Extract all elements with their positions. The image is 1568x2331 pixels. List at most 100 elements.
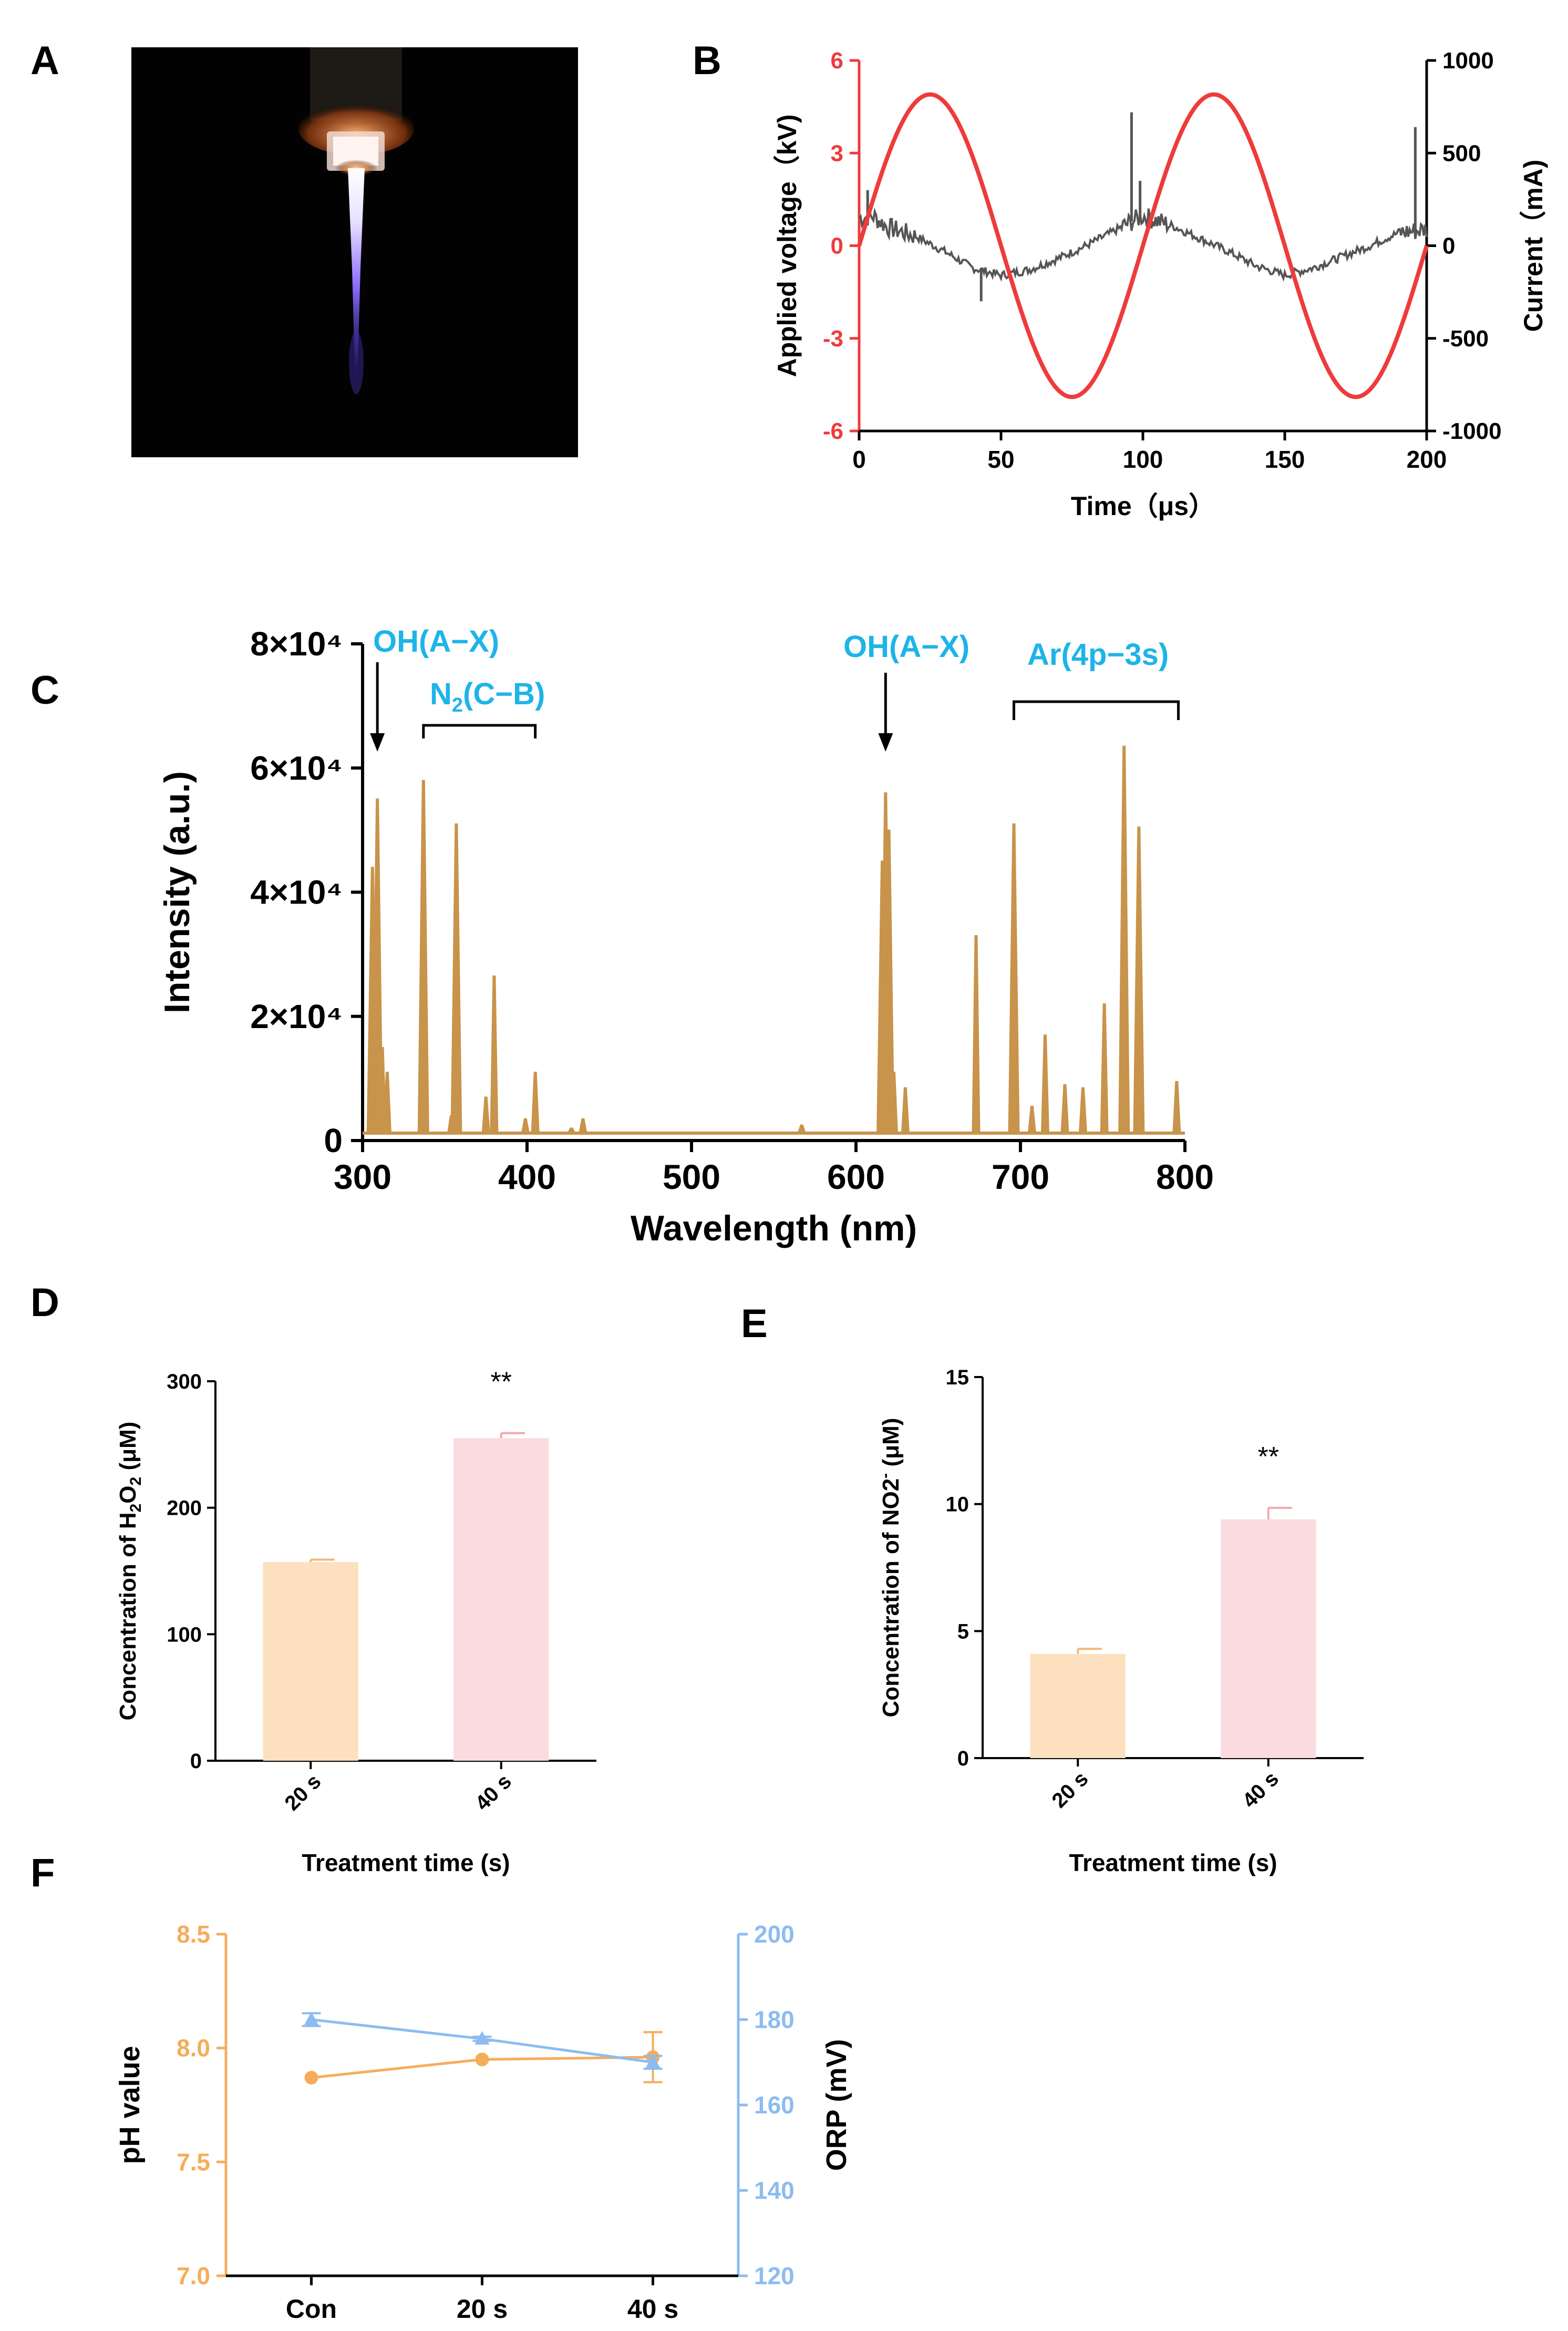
y-axis-label-left: Applied voltage（kV): [772, 114, 802, 377]
spectrum-peak: [531, 1072, 540, 1134]
bar: [1221, 1519, 1316, 1758]
y-tick-label-left: 7.5: [177, 2148, 210, 2175]
bracket-ar: [1012, 700, 1180, 720]
panel-letter-e: E: [741, 1301, 768, 1346]
ph-point: [475, 2052, 489, 2067]
annotation-ar: Ar(4p−3s): [1027, 638, 1169, 672]
spectrum-peak: [383, 1072, 391, 1134]
y-tick-label-left: 6: [831, 48, 843, 74]
x-axis-label: Treatment time (s): [302, 1849, 510, 1876]
plasma-jet-illustration: [131, 47, 578, 457]
panel-letter-c: C: [30, 668, 59, 713]
x-tick-label: 40 s: [471, 1770, 516, 1815]
y-tick-label-right: 180: [754, 2006, 795, 2034]
y-tick-label: 0: [324, 1122, 343, 1159]
y-tick-label-right: 200: [754, 1921, 795, 1948]
spectrum-peak: [450, 823, 462, 1134]
ph-series-line: [311, 2056, 653, 2079]
y-tick-label: 6×10⁴: [250, 749, 343, 787]
orp-point: [304, 2011, 319, 2026]
y-tick-label-left: 8.0: [177, 2035, 210, 2062]
spectrum-peak: [417, 779, 429, 1134]
bar: [263, 1562, 358, 1761]
y-tick-label-left: -3: [823, 326, 843, 352]
orp-point: [645, 2054, 661, 2068]
y-tick-label-right: -1000: [1442, 418, 1502, 444]
spectrum-peak: [1078, 1087, 1087, 1134]
y-axis-label-right: Current（mA): [1519, 160, 1548, 332]
plasma-jet-photo: [131, 47, 578, 457]
y-tick-label-right: 500: [1442, 140, 1481, 166]
y-tick-label-left: 7.0: [177, 2262, 210, 2289]
x-tick-label: 20 s: [280, 1770, 325, 1815]
y-tick-label: 0: [957, 1747, 969, 1770]
spectrum-peak: [366, 867, 378, 1134]
y-tick-label: 4×10⁴: [250, 874, 343, 911]
spectrum-peak: [1008, 823, 1020, 1134]
y-tick-label: 15: [946, 1366, 969, 1389]
y-tick-label-right: -500: [1442, 326, 1489, 352]
spectrum-peak: [579, 1118, 587, 1134]
arrowhead-oh-2: [878, 733, 893, 752]
y-tick-label-right: 120: [754, 2262, 795, 2289]
y-tick-label: 5: [957, 1620, 969, 1643]
orp-series-line: [311, 2018, 653, 2064]
y-tick-label-left: 0: [831, 233, 843, 259]
spectrum-peak: [797, 1124, 807, 1134]
y-axis-label-left: pH value: [114, 2046, 146, 2164]
y-tick-label: 100: [167, 1623, 202, 1646]
spectrum-peak: [1100, 1003, 1109, 1134]
panel-letter-a: A: [30, 38, 59, 83]
x-axis-label: Time（μs）: [1071, 491, 1215, 521]
x-tick-label: Con: [286, 2294, 337, 2324]
significance-label: **: [491, 1367, 512, 1398]
spectrum-peak: [889, 1072, 899, 1134]
spectrum-peak: [1118, 745, 1130, 1134]
annotation-oh-1: OH(A−X): [373, 624, 499, 659]
y-axis-label-right: ORP (mV): [821, 2039, 852, 2171]
x-tick-label: 20 s: [1047, 1767, 1092, 1812]
x-tick-label: 400: [498, 1157, 556, 1196]
spectrum-peak: [378, 1046, 387, 1134]
spectrum-peak: [972, 935, 981, 1134]
x-axis-label: Treatment time (s): [1069, 1849, 1277, 1876]
spectrum-peak: [521, 1118, 530, 1134]
spectrum-peak: [1172, 1081, 1181, 1134]
spectrum-peak: [1133, 826, 1145, 1134]
spectrum-peak: [481, 1096, 490, 1134]
y-tick-label-right: 0: [1442, 233, 1455, 259]
x-tick-label: 800: [1156, 1157, 1214, 1196]
x-tick-label: 300: [334, 1157, 391, 1196]
x-tick-label: 600: [827, 1157, 885, 1196]
voltage-series-line: [857, 92, 1429, 399]
bracket-n2: [422, 724, 537, 738]
spectrum-peak: [883, 829, 895, 1134]
spectrum-peak: [876, 860, 889, 1134]
bar: [453, 1438, 549, 1761]
spectrum-peak: [490, 975, 499, 1134]
bar: [1030, 1654, 1126, 1758]
x-tick-label: 150: [1265, 446, 1305, 473]
y-tick-label-left: -6: [823, 418, 843, 444]
annotation-n2: N2(C−B): [430, 677, 545, 716]
y-tick-label: 10: [946, 1493, 969, 1516]
annotation-oh-2: OH(A−X): [843, 630, 969, 664]
arrowhead-oh-1: [370, 733, 385, 752]
y-axis-label: Intensity (a.u.): [157, 771, 197, 1013]
y-axis-label: Concentration of NO2- (μM): [876, 1418, 904, 1718]
x-tick-label: 0: [852, 446, 866, 473]
x-tick-label: 40 s: [627, 2294, 678, 2324]
y-tick-label: 2×10⁴: [250, 998, 343, 1035]
x-tick-label: 700: [992, 1157, 1049, 1196]
current-series-line: [858, 207, 1428, 282]
panel-letter-f: F: [30, 1851, 55, 1895]
orp-point: [474, 2031, 490, 2045]
ph-point: [646, 2050, 660, 2064]
spectrum-peak: [1060, 1084, 1069, 1134]
spectrum-peak: [880, 792, 892, 1134]
x-tick-label: 100: [1123, 446, 1163, 473]
significance-label: **: [1258, 1442, 1279, 1472]
x-tick-label: 200: [1407, 446, 1447, 473]
y-tick-label: 300: [167, 1370, 202, 1393]
y-tick-label: 8×10⁴: [250, 625, 343, 663]
